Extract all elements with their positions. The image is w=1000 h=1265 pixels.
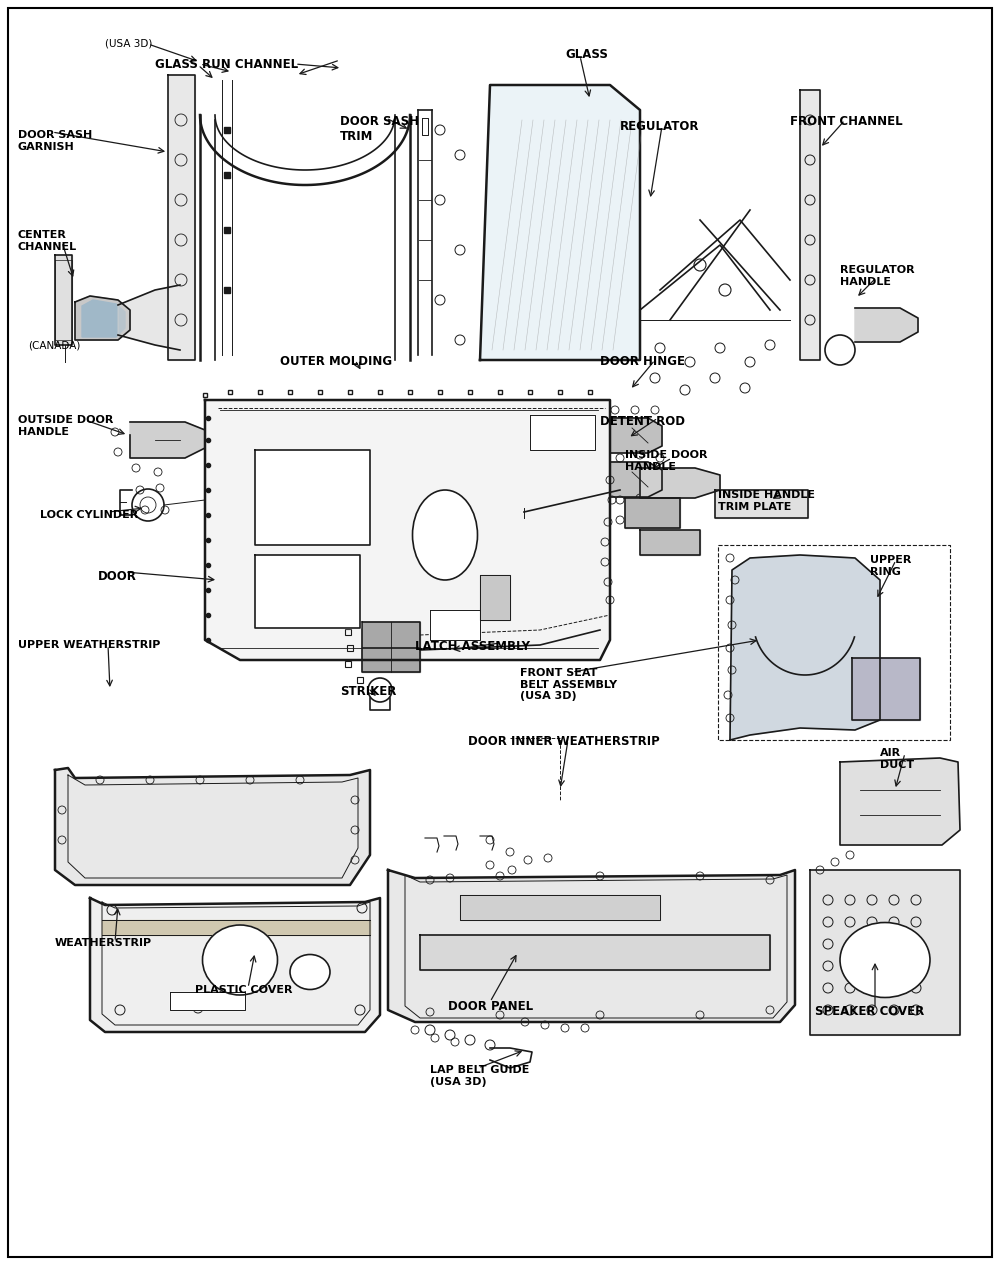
Polygon shape (75, 296, 130, 340)
Polygon shape (362, 622, 420, 672)
Text: OUTER MOLDING: OUTER MOLDING (280, 355, 392, 368)
Polygon shape (130, 423, 205, 458)
Polygon shape (420, 935, 770, 970)
Polygon shape (55, 768, 370, 886)
Polygon shape (168, 75, 195, 361)
Text: DETENT ROD: DETENT ROD (600, 415, 685, 428)
Polygon shape (82, 300, 125, 336)
Polygon shape (800, 90, 820, 361)
Text: STRIKER: STRIKER (340, 686, 396, 698)
Polygon shape (205, 400, 610, 660)
Polygon shape (430, 610, 480, 640)
Ellipse shape (413, 490, 478, 579)
Polygon shape (388, 870, 795, 1022)
Text: WEATHERSTRIP: WEATHERSTRIP (55, 939, 152, 947)
Ellipse shape (840, 922, 930, 998)
Text: LATCH ASSEMBLY: LATCH ASSEMBLY (415, 640, 530, 653)
Text: DOOR PANEL: DOOR PANEL (448, 1001, 533, 1013)
Polygon shape (255, 555, 360, 627)
Polygon shape (855, 307, 918, 342)
Polygon shape (640, 530, 700, 555)
Text: REGULATOR
HANDLE: REGULATOR HANDLE (840, 264, 915, 287)
Text: DOOR INNER WEATHERSTRIP: DOOR INNER WEATHERSTRIP (468, 735, 660, 748)
Ellipse shape (290, 955, 330, 989)
Text: (CANADA): (CANADA) (28, 340, 80, 350)
Text: UPPER WEATHERSTRIP: UPPER WEATHERSTRIP (18, 640, 160, 650)
Text: LAP BELT GUIDE
(USA 3D): LAP BELT GUIDE (USA 3D) (430, 1065, 529, 1087)
Polygon shape (730, 555, 880, 740)
Text: GLASS RUN CHANNEL: GLASS RUN CHANNEL (155, 58, 298, 71)
Polygon shape (170, 992, 245, 1009)
Text: (USA 3D): (USA 3D) (105, 38, 152, 48)
Text: DOOR: DOOR (98, 571, 137, 583)
Polygon shape (255, 450, 370, 545)
Text: LOCK CYLINDER: LOCK CYLINDER (40, 510, 138, 520)
Polygon shape (640, 468, 720, 498)
Polygon shape (530, 415, 595, 450)
Text: UPPER
RING: UPPER RING (870, 555, 911, 577)
Polygon shape (840, 758, 960, 845)
Polygon shape (460, 896, 660, 920)
Ellipse shape (202, 925, 278, 996)
Text: FRONT SEAT
BELT ASSEMBLY
(USA 3D): FRONT SEAT BELT ASSEMBLY (USA 3D) (520, 668, 617, 701)
Text: INSIDE HANDLE
TRIM PLATE: INSIDE HANDLE TRIM PLATE (718, 490, 815, 511)
Polygon shape (90, 898, 380, 1032)
Text: DOOR SASH
GARNISH: DOOR SASH GARNISH (18, 130, 92, 152)
Text: PLASTIC COVER: PLASTIC COVER (195, 985, 292, 996)
Polygon shape (852, 658, 920, 720)
Polygon shape (102, 920, 370, 935)
Text: DOOR HINGE: DOOR HINGE (600, 355, 685, 368)
Polygon shape (810, 870, 960, 1035)
Text: OUTSIDE DOOR
HANDLE: OUTSIDE DOOR HANDLE (18, 415, 113, 436)
Polygon shape (610, 417, 662, 453)
Text: INSIDE DOOR
HANDLE: INSIDE DOOR HANDLE (625, 450, 708, 472)
Text: DOOR SASH
TRIM: DOOR SASH TRIM (340, 115, 419, 143)
Text: SPEAKER COVER: SPEAKER COVER (815, 1004, 924, 1018)
Polygon shape (480, 576, 510, 620)
Text: GLASS: GLASS (565, 48, 608, 61)
Polygon shape (55, 256, 72, 345)
Polygon shape (480, 85, 640, 361)
Text: FRONT CHANNEL: FRONT CHANNEL (790, 115, 903, 128)
Text: REGULATOR: REGULATOR (620, 120, 700, 133)
Text: CENTER
CHANNEL: CENTER CHANNEL (18, 230, 77, 252)
Text: AIR
DUCT: AIR DUCT (880, 748, 914, 769)
Polygon shape (625, 498, 680, 528)
Polygon shape (118, 285, 180, 350)
Polygon shape (715, 490, 808, 517)
Polygon shape (610, 462, 662, 497)
